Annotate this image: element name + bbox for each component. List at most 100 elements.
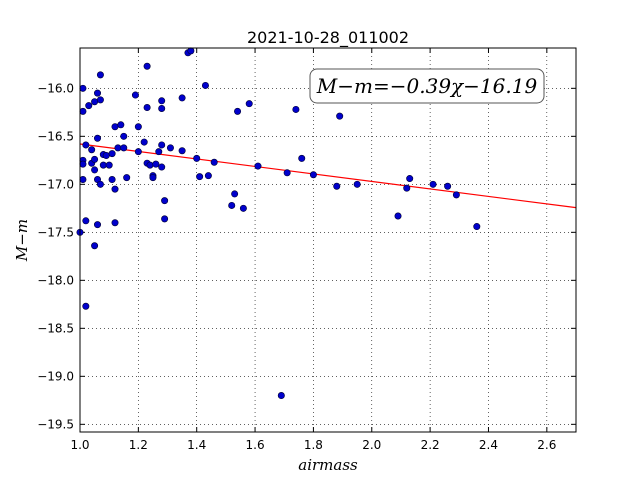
y-axis-ticks: −16.0 −16.5 −17.0 −17.5 −18.0 −18.5 −19.0 −19.5 xyxy=(37,81,576,431)
data-point xyxy=(283,169,291,177)
data-point xyxy=(193,154,201,162)
fit-line-group xyxy=(79,143,577,209)
data-point xyxy=(79,107,87,115)
data-point xyxy=(85,102,93,110)
data-point xyxy=(161,215,169,223)
data-point xyxy=(134,148,142,156)
x-tick-label: 1.2 xyxy=(129,438,148,452)
data-point xyxy=(152,160,160,168)
data-point xyxy=(394,212,402,220)
y-tick-label: −16.5 xyxy=(37,129,74,143)
data-point xyxy=(239,204,247,212)
data-point xyxy=(234,107,242,115)
x-tick-label: 1.8 xyxy=(304,438,323,452)
data-point xyxy=(96,180,104,188)
y-tick-label: −19.0 xyxy=(37,369,74,383)
data-point xyxy=(82,141,90,149)
data-point xyxy=(228,201,236,209)
data-point xyxy=(91,155,99,163)
data-point xyxy=(277,392,285,400)
y-tick-label: −16.0 xyxy=(37,81,74,95)
data-point xyxy=(210,158,218,166)
data-point xyxy=(91,166,99,174)
data-point xyxy=(146,161,154,169)
data-point xyxy=(158,104,166,112)
annotation-box: M−m=−0.39χ−16.19 xyxy=(309,68,545,104)
data-points xyxy=(76,47,481,400)
data-point xyxy=(353,180,361,188)
y-tick-label: −18.0 xyxy=(37,273,74,287)
data-point xyxy=(111,185,119,193)
data-point xyxy=(111,219,119,227)
y-tick-label: −18.5 xyxy=(37,321,74,335)
y-tick-label: −17.5 xyxy=(37,225,74,239)
y-axis-label: M−m xyxy=(13,219,31,262)
data-point xyxy=(96,71,104,79)
data-point xyxy=(158,163,166,171)
data-point xyxy=(161,197,169,205)
x-tick-label: 1.6 xyxy=(246,438,265,452)
data-point xyxy=(123,174,131,182)
data-point xyxy=(94,221,102,229)
data-point xyxy=(91,98,99,106)
data-point xyxy=(204,172,212,180)
data-point xyxy=(94,134,102,142)
fit-line xyxy=(79,143,577,209)
data-point xyxy=(333,182,341,190)
data-point xyxy=(99,161,107,169)
data-point xyxy=(158,97,166,105)
x-tick-label: 1.0 xyxy=(70,438,89,452)
data-point xyxy=(158,141,166,149)
x-axis-ticks: 1.0 1.2 1.4 1.6 1.8 2.0 2.2 2.4 2.6 xyxy=(70,48,556,452)
data-point xyxy=(155,148,163,156)
data-point xyxy=(143,104,151,112)
data-point xyxy=(298,154,306,162)
data-point xyxy=(111,123,119,131)
x-axis-label: airmass xyxy=(298,456,358,474)
chart-title: 2021-10-28_011002 xyxy=(247,28,409,48)
plot-frame xyxy=(79,47,577,433)
data-point xyxy=(114,144,122,152)
data-point xyxy=(178,147,186,155)
data-point xyxy=(473,223,481,231)
data-point xyxy=(140,138,148,146)
data-point xyxy=(82,217,90,225)
data-point xyxy=(452,191,460,199)
data-point xyxy=(79,160,87,168)
data-point xyxy=(178,94,186,102)
x-tick-label: 1.4 xyxy=(187,438,206,452)
data-point xyxy=(79,84,87,92)
data-point xyxy=(105,161,113,169)
data-point xyxy=(143,62,151,70)
data-point xyxy=(429,180,437,188)
data-point xyxy=(108,176,116,184)
data-point xyxy=(96,96,104,104)
data-point xyxy=(94,89,102,97)
data-point xyxy=(82,302,90,310)
data-point xyxy=(79,176,87,184)
data-point xyxy=(88,146,96,154)
data-point xyxy=(406,175,414,183)
fit-equation: M−m=−0.39χ−16.19 xyxy=(316,74,538,98)
data-point xyxy=(231,190,239,198)
x-tick-label: 2.0 xyxy=(362,438,381,452)
data-point xyxy=(403,184,411,192)
data-point xyxy=(292,105,300,113)
data-point xyxy=(91,242,99,250)
data-point xyxy=(108,150,116,158)
x-tick-label: 2.4 xyxy=(479,438,498,452)
data-point xyxy=(444,182,452,190)
data-point xyxy=(196,173,204,181)
data-point xyxy=(131,91,139,99)
data-point xyxy=(120,144,128,152)
annotation-frame xyxy=(309,68,545,104)
data-point xyxy=(187,47,195,55)
plot-area xyxy=(80,48,576,432)
data-point xyxy=(309,171,317,179)
data-point xyxy=(134,123,142,131)
y-tick-label: −19.5 xyxy=(37,417,74,431)
data-point xyxy=(166,144,174,152)
data-point xyxy=(254,162,262,170)
x-tick-label: 2.6 xyxy=(537,438,556,452)
